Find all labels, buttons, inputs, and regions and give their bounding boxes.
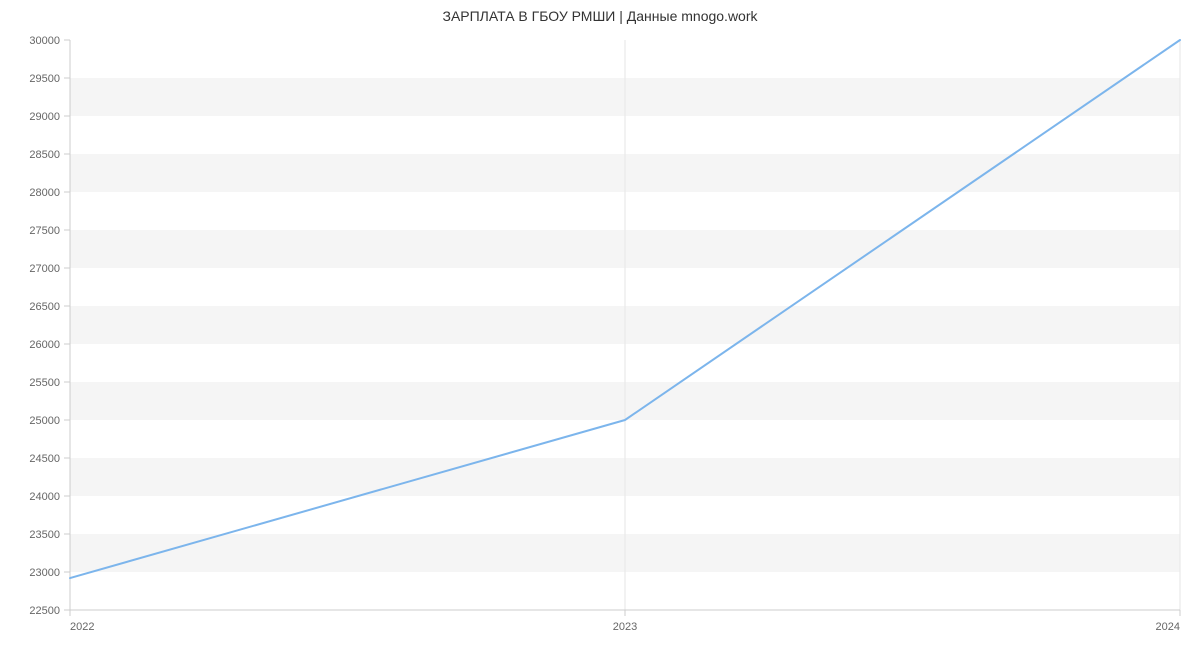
y-tick-label: 24000 (29, 491, 60, 503)
y-tick-label: 25000 (29, 415, 60, 427)
y-tick-label: 27500 (29, 225, 60, 237)
y-tick-label: 27000 (29, 263, 60, 275)
x-tick-label: 2022 (70, 621, 94, 633)
y-tick-label: 26000 (29, 339, 60, 351)
chart-title: ЗАРПЛАТА В ГБОУ РМШИ | Данные mnogo.work (0, 8, 1200, 24)
y-tick-label: 29500 (29, 73, 60, 85)
y-tick-label: 28500 (29, 149, 60, 161)
y-tick-label: 22500 (29, 605, 60, 617)
y-tick-label: 23000 (29, 567, 60, 579)
y-tick-label: 30000 (29, 35, 60, 47)
x-tick-label: 2024 (1156, 621, 1180, 633)
y-tick-label: 24500 (29, 453, 60, 465)
y-tick-label: 23500 (29, 529, 60, 541)
y-tick-label: 25500 (29, 377, 60, 389)
y-tick-label: 26500 (29, 301, 60, 313)
y-tick-label: 28000 (29, 187, 60, 199)
x-tick-label: 2023 (613, 621, 637, 633)
chart-svg: 22500 23000 23500 24000 24500 25000 25500 26000… (0, 0, 1200, 650)
y-tick-label: 29000 (29, 111, 60, 123)
salary-line-chart: ЗАРПЛАТА В ГБОУ РМШИ | Данные mnogo.work… (0, 0, 1200, 650)
